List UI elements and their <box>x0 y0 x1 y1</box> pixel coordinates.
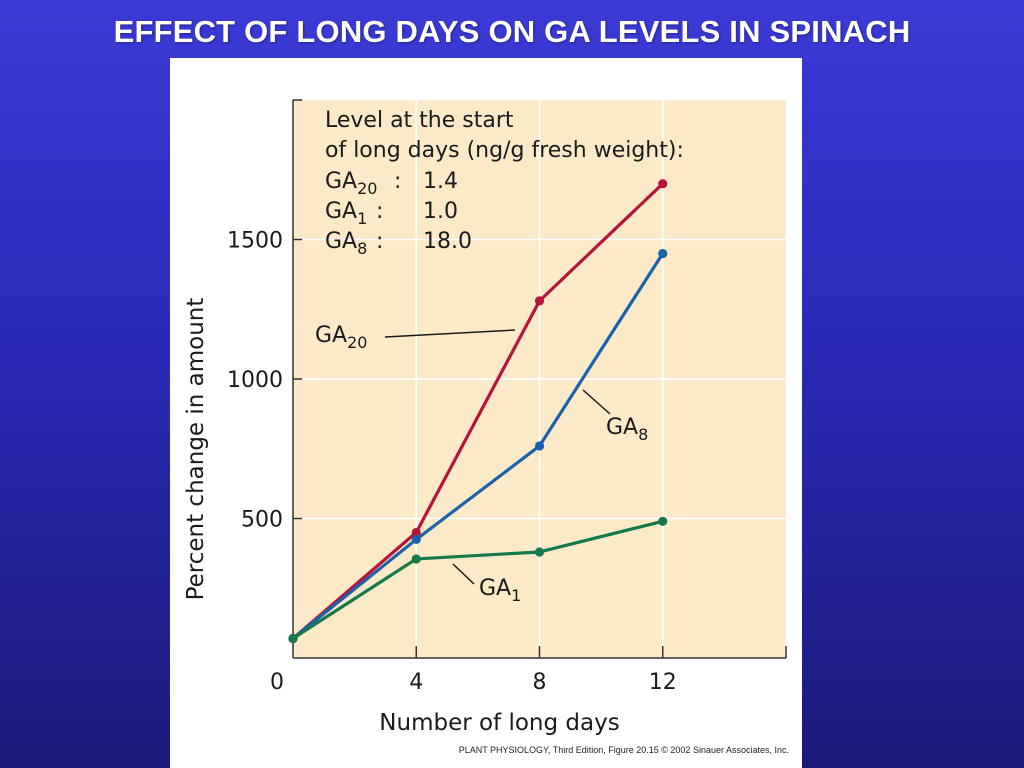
data-point-GA1 <box>658 516 668 526</box>
legend-entry-colon: : <box>394 169 401 194</box>
figure-caption: PLANT PHYSIOLOGY, Third Edition, Figure … <box>458 745 789 755</box>
ga8-leader-line <box>582 389 611 415</box>
ga20-leader-line <box>384 329 516 338</box>
slide-title: EFFECT OF LONG DAYS ON GA LEVELS IN SPIN… <box>113 14 911 49</box>
series-label-GA8-sub: 8 <box>638 425 648 444</box>
series-label-GA20-main: GA <box>315 323 347 348</box>
legend-entry-name-sub: 8 <box>357 239 367 258</box>
x-tick-label: 8 <box>533 670 547 695</box>
legend-entry-name-text: GA1 <box>325 199 367 228</box>
legend-heading-line1: Level at the start <box>325 108 514 133</box>
data-point-GA1 <box>411 554 421 564</box>
data-point-GA20 <box>534 296 545 306</box>
data-point-GA1 <box>534 547 545 557</box>
y-tick-label: 500 <box>241 508 283 533</box>
legend-entry-name: GA1 <box>325 199 367 228</box>
legend-entry-name-main: GA <box>325 199 357 224</box>
ga1-leader-line <box>452 563 475 585</box>
series-label-GA20: GA20 <box>315 323 367 352</box>
legend-entry-name-main: GA <box>325 229 357 254</box>
series-line-GA1 <box>292 519 664 640</box>
data-point-GA8 <box>534 441 545 451</box>
series-label-GA1-main: GA <box>479 576 511 601</box>
series-line-GA20 <box>291 182 664 640</box>
legend-entry-name: GA8 <box>325 229 367 258</box>
x-tick-label: 12 <box>649 670 677 695</box>
series-label-GA8-main: GA <box>606 415 638 440</box>
series-line-GA8 <box>291 252 665 640</box>
line-chart: 500 1000 1500 0 4 8 12 Number of long days Perce… <box>183 99 787 736</box>
legend-entry-name-sub: 20 <box>357 179 377 198</box>
legend-entry-name-text: GA20 <box>325 169 377 198</box>
legend-entry-value: 18.0 <box>423 229 472 254</box>
figure-card: 500 1000 1500 0 4 8 12 Number of long days Perce… <box>170 58 802 768</box>
legend-entry-name: GA20 <box>325 169 377 198</box>
legend-entry-name-text: GA8 <box>325 229 367 258</box>
legend-heading-line2: of long days (ng/g fresh weight): <box>325 138 684 163</box>
legend-entry-colon: : <box>376 229 383 254</box>
y-axis-label: Percent change in amount <box>183 298 209 601</box>
x-axis-label: Number of long days <box>379 710 619 736</box>
series-label-GA20-sub: 20 <box>347 333 367 352</box>
legend-entry-value: 1.0 <box>423 199 458 224</box>
series-label-GA1-text: GA1 <box>479 576 521 605</box>
legend-entry-name-sub: 1 <box>357 209 367 228</box>
data-point-GA8 <box>658 248 668 259</box>
series-label-GA1-sub: 1 <box>511 586 521 605</box>
data-point-GA1 <box>288 633 298 644</box>
data-point-GA20 <box>658 179 668 189</box>
legend-entry-name-main: GA <box>325 169 357 194</box>
series-label-GA8: GA8 <box>606 415 648 444</box>
legend-entry-value: 1.4 <box>423 169 458 194</box>
x-tick-label: 4 <box>409 670 423 695</box>
y-tick-label: 1500 <box>227 229 283 254</box>
data-point-GA20 <box>411 527 421 538</box>
data-point-GA8 <box>411 534 421 545</box>
series-label-GA8-text: GA8 <box>606 415 648 444</box>
series-label-GA1: GA1 <box>479 576 521 605</box>
legend-entry-colon: : <box>376 199 383 224</box>
x-tick-label: 0 <box>270 670 284 695</box>
series-label-GA20-text: GA20 <box>315 323 367 352</box>
y-tick-label: 1000 <box>227 368 283 393</box>
